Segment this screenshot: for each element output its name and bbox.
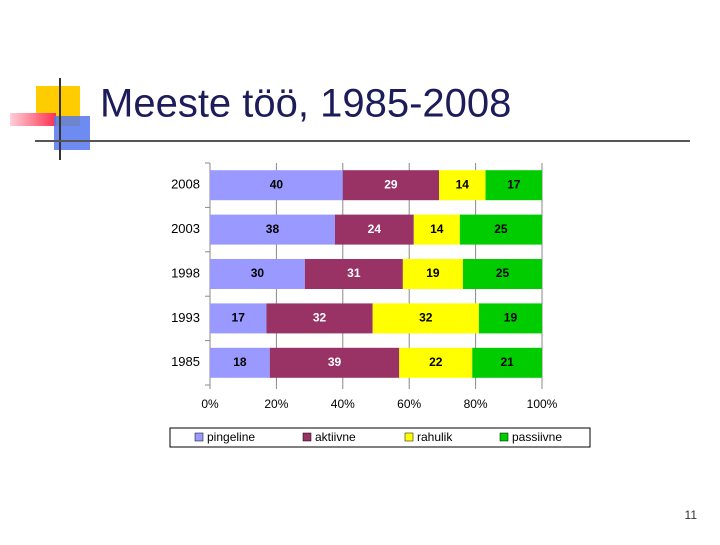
legend-swatch xyxy=(194,432,204,442)
y-tick-label: 1993 xyxy=(171,310,200,325)
data-label: 14 xyxy=(430,222,444,236)
deco-red xyxy=(10,113,56,126)
data-label: 18 xyxy=(233,355,247,369)
y-tick-label: 1998 xyxy=(171,265,200,280)
legend-label: rahulik xyxy=(417,430,453,444)
data-label: 24 xyxy=(368,222,382,236)
bar-segment xyxy=(266,303,373,334)
data-label: 19 xyxy=(504,311,518,325)
legend-label: aktiivne xyxy=(315,430,356,444)
data-label: 30 xyxy=(251,266,265,280)
x-tick-label: 20% xyxy=(264,397,288,411)
data-label: 39 xyxy=(328,355,342,369)
data-label: 22 xyxy=(429,355,443,369)
bar-segment xyxy=(210,303,267,334)
y-tick-label: 1985 xyxy=(171,354,200,369)
data-label: 17 xyxy=(232,311,246,325)
bar-segment xyxy=(269,347,400,378)
legend-swatch xyxy=(302,432,312,442)
data-label: 38 xyxy=(266,222,280,236)
bar-segment xyxy=(462,259,542,289)
bar-segment xyxy=(210,259,305,289)
data-label: 29 xyxy=(384,177,398,191)
bar-segment xyxy=(485,170,542,201)
data-label: 14 xyxy=(456,177,470,191)
bar-segment xyxy=(439,170,486,201)
bar-segment xyxy=(472,347,542,378)
legend-label: passiivne xyxy=(512,430,562,444)
legend-box xyxy=(169,427,591,448)
data-label: 25 xyxy=(496,266,510,280)
bar-segment xyxy=(459,214,542,245)
data-label: 19 xyxy=(426,266,440,280)
data-label: 40 xyxy=(270,177,284,191)
bar-segment xyxy=(334,214,414,245)
data-label: 17 xyxy=(507,177,521,191)
y-tick-label: 2008 xyxy=(171,177,200,192)
bar-segment xyxy=(210,347,270,378)
bar-segment xyxy=(304,259,403,289)
x-tick-label: 0% xyxy=(201,397,219,411)
page-number: 11 xyxy=(685,508,698,522)
slide-title: Meeste töö, 1985-2008 xyxy=(100,82,511,126)
data-label: 21 xyxy=(500,355,514,369)
bar-segment xyxy=(342,170,440,201)
bar-segment xyxy=(372,303,479,334)
bar-segment xyxy=(210,214,335,245)
data-label: 32 xyxy=(419,311,433,325)
x-tick-label: 80% xyxy=(464,397,488,411)
bar-segment xyxy=(399,347,473,378)
data-label: 32 xyxy=(313,311,327,325)
bar-segment xyxy=(478,303,542,334)
legend-label: pingeline xyxy=(207,430,255,444)
y-tick-label: 2003 xyxy=(171,221,200,236)
x-tick-label: 40% xyxy=(331,397,355,411)
x-tick-label: 100% xyxy=(527,397,558,411)
legend-swatch xyxy=(499,432,509,442)
bar-segment xyxy=(413,214,460,245)
bar-segment xyxy=(210,170,343,201)
bar-segment xyxy=(402,259,463,289)
data-label: 31 xyxy=(347,266,361,280)
x-tick-label: 60% xyxy=(397,397,421,411)
data-label: 25 xyxy=(494,222,508,236)
legend-swatch xyxy=(404,432,414,442)
